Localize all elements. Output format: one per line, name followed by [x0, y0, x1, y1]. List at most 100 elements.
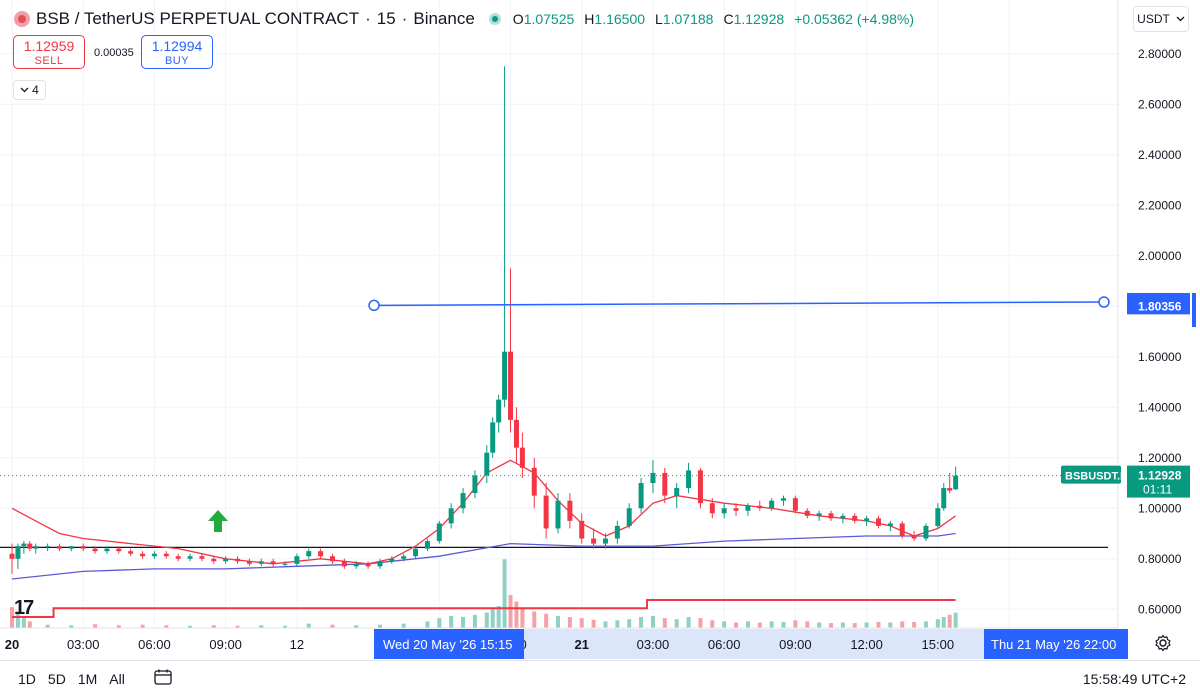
range-1d[interactable]: 1D [18, 671, 36, 687]
price-tick-label: 2.00000 [1138, 249, 1182, 263]
candle-body [941, 488, 947, 509]
candle-body [175, 556, 181, 559]
range-all[interactable]: All [109, 671, 125, 687]
range-5d[interactable]: 5D [47, 671, 66, 687]
volume-bar [330, 624, 335, 628]
buy-button[interactable]: 1.12994 BUY [141, 35, 213, 69]
volume-bar [567, 617, 572, 628]
volume-bar [912, 621, 917, 628]
candle-body [875, 518, 881, 526]
indicators-toggle[interactable]: 4 [13, 80, 46, 100]
candle-body [686, 470, 692, 489]
volume-bar [840, 622, 845, 628]
candle-body [33, 546, 39, 549]
tradingview-logo[interactable]: 17 [14, 597, 34, 619]
volume-bar [722, 621, 727, 628]
candle-body [258, 561, 264, 564]
volume-bar [449, 615, 454, 628]
symbol-logo-icon [14, 11, 30, 27]
symbol-name[interactable]: BSB / TetherUS PERPETUAL CONTRACT [36, 9, 360, 28]
price-tick-label: 1.00000 [1138, 501, 1182, 515]
time-tick-label: 15:00 [922, 637, 955, 652]
time-end-tag [984, 629, 1128, 659]
currency-select[interactable]: USDT [1133, 6, 1189, 32]
volume-bar [591, 619, 596, 628]
trend-start-price-tag [1127, 297, 1190, 315]
candle-body [947, 488, 953, 491]
time-tick-label: 21 [575, 637, 589, 652]
candle-body [508, 351, 514, 420]
candle-body [341, 561, 347, 567]
candle-body [614, 525, 620, 539]
volume-bar [69, 625, 74, 628]
volume-bar [793, 620, 798, 628]
arrow-up-icon [208, 510, 228, 532]
candle-body [567, 500, 573, 521]
time-tick-label: 20 [5, 637, 19, 652]
time-tick-label: 09:00 [779, 637, 812, 652]
bottom-toolbar: 1D 5D 1M All 15:58:49 UTC+2 [0, 660, 1200, 688]
volume-bar [15, 611, 20, 628]
separator: · [401, 9, 408, 28]
volume-bar [484, 612, 489, 628]
volume-bar [698, 618, 703, 628]
volume-bar [514, 601, 519, 628]
volume-bar [21, 618, 26, 628]
candle-body [769, 500, 775, 509]
candle-body [531, 467, 537, 496]
candle-body [519, 447, 525, 468]
candle-body [9, 553, 15, 559]
candle-body [591, 538, 597, 544]
candle-body [15, 546, 21, 559]
sell-price: 1.12959 [23, 38, 75, 54]
candle-body [306, 551, 312, 557]
price-tick-label: 2.80000 [1138, 47, 1182, 61]
calendar-icon[interactable] [154, 669, 172, 685]
spread-value: 0.00035 [94, 47, 134, 59]
candle-body [318, 551, 324, 557]
candle-body [745, 505, 751, 511]
candle-body [757, 505, 763, 509]
volume-bar [710, 620, 715, 628]
price-tick-label: 1.20000 [1138, 451, 1182, 465]
candle-body [911, 536, 917, 539]
sell-button[interactable]: 1.12959 SELL [13, 35, 85, 69]
candle-body [650, 472, 656, 483]
open-value: 1.07525 [523, 11, 575, 27]
candle-body [389, 558, 395, 562]
price-tick-label: 2.20000 [1138, 198, 1182, 212]
volume-bar [502, 559, 507, 628]
price-tick-label: 0.60000 [1138, 602, 1182, 616]
candle-body [953, 475, 959, 490]
time-tick-label: 12:00 [850, 637, 883, 652]
indicator-count: 4 [32, 83, 39, 97]
candle-body [602, 538, 608, 544]
market-open-icon [488, 13, 501, 25]
trend-start-price-label: 1.80356 [1138, 299, 1182, 313]
chart-canvas[interactable]: 2.800002.600002.400002.200002.000001.800… [0, 0, 1200, 660]
volume-bar [140, 624, 145, 628]
candle-body [187, 556, 193, 559]
volume-bar [164, 625, 169, 628]
trend-line [374, 301, 1105, 307]
volume-bar [627, 619, 632, 628]
volume-bar [425, 621, 430, 628]
volume-bar [745, 621, 750, 628]
volume-bar [941, 617, 946, 628]
volume-bar [437, 618, 442, 628]
candle-body [899, 523, 905, 537]
volume-bar [520, 608, 525, 628]
interval[interactable]: 15 [376, 9, 396, 28]
volume-bar [852, 623, 857, 628]
candle-body [45, 546, 51, 548]
candle-body [490, 422, 496, 453]
volume-bar [401, 623, 406, 628]
range-1m[interactable]: 1M [77, 671, 98, 687]
candle-body [579, 520, 585, 539]
price-tick-label: 2.40000 [1138, 148, 1182, 162]
clock[interactable]: 15:58:49 UTC+2 [1082, 671, 1186, 687]
gear-icon[interactable] [1154, 634, 1172, 652]
volume-bar [354, 625, 359, 628]
volume-bar [662, 618, 667, 628]
volume-bar [757, 622, 762, 628]
